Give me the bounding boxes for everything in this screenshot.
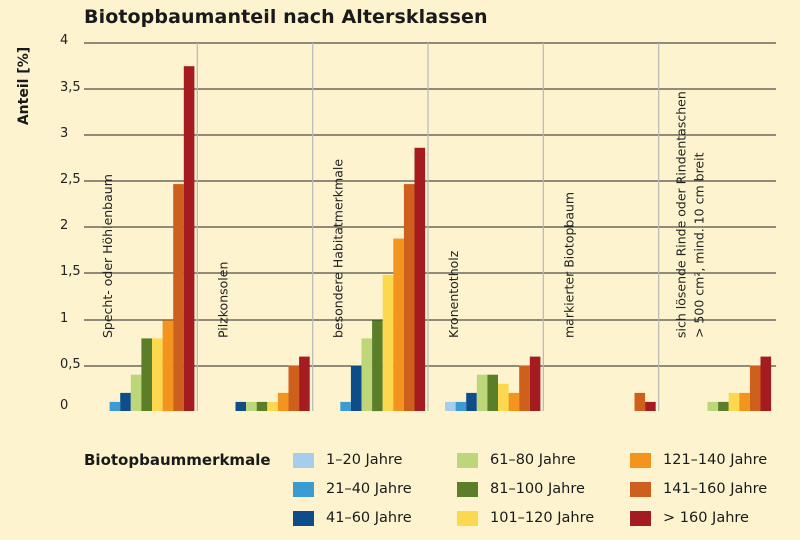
legend-item: 81–100 Jahre	[457, 481, 585, 497]
category-label: Pilzkonsolen	[215, 262, 230, 338]
category-label: Specht- oder Höhlenbaum	[100, 174, 115, 338]
bar	[414, 147, 426, 412]
bar	[760, 356, 772, 411]
bar	[403, 184, 415, 411]
bar	[393, 238, 404, 411]
legend-swatch	[293, 452, 314, 468]
bar	[634, 392, 646, 411]
category-label: Kronentotholz	[446, 250, 461, 338]
y-tick-label: 3	[60, 126, 68, 141]
bar	[372, 320, 383, 412]
bar	[141, 338, 152, 411]
bar	[288, 365, 300, 411]
y-tick-label: 1	[60, 311, 68, 326]
legend-label: 21–40 Jahre	[326, 481, 412, 497]
bar	[340, 401, 351, 411]
bar	[120, 392, 131, 411]
y-tick-label: 4	[60, 33, 68, 48]
category-label: besondere Habitatmerkmale	[331, 159, 346, 338]
legend-label: > 160 Jahre	[663, 510, 749, 526]
legend-swatch	[293, 510, 314, 526]
bar	[109, 401, 121, 411]
bar	[235, 401, 247, 411]
legend-swatch	[630, 510, 651, 526]
bar	[749, 365, 761, 411]
legend-label: 141–160 Jahre	[663, 481, 768, 497]
bar	[382, 274, 394, 411]
y-tick-label: 1,5	[60, 264, 81, 279]
legend-item: 141–160 Jahre	[630, 481, 767, 497]
legend-swatch	[457, 481, 478, 497]
bar	[183, 66, 195, 411]
bar	[466, 392, 477, 411]
category-label: > 500 cm², mind. 10 cm breit	[692, 152, 707, 338]
bar	[718, 401, 729, 411]
y-tick-label: 2	[60, 218, 68, 233]
legend-label: 101–120 Jahre	[490, 510, 595, 526]
bar	[508, 392, 520, 411]
bar	[728, 392, 740, 411]
bar	[361, 338, 373, 411]
bar	[162, 320, 174, 412]
bar	[350, 365, 362, 411]
bar	[645, 401, 656, 411]
legend-swatch	[630, 452, 651, 468]
bar	[529, 356, 541, 411]
bar	[707, 401, 719, 411]
y-tick-label: 0	[60, 398, 68, 413]
legend-title: Biotopbaummerkmale	[84, 451, 271, 469]
bar	[445, 401, 456, 411]
bar	[519, 365, 530, 411]
legend-item: 61–80 Jahre	[457, 452, 576, 468]
legend-item: 1–20 Jahre	[293, 452, 402, 468]
legend-label: 81–100 Jahre	[490, 481, 585, 497]
bar	[152, 338, 163, 411]
legend-item: 101–120 Jahre	[457, 510, 594, 526]
y-tick-label: 2,5	[60, 172, 81, 187]
legend-label: 1–20 Jahre	[326, 452, 403, 468]
legend-label: 121–140 Jahre	[663, 452, 768, 468]
y-tick-label: 3,5	[60, 80, 81, 95]
legend-item: 41–60 Jahre	[293, 510, 412, 526]
category-label: sich lösende Rinde oder Rindentaschen	[674, 91, 689, 338]
chart-title: Biotopbaumanteil nach Altersklassen	[84, 6, 488, 28]
bar	[487, 374, 498, 411]
bar	[476, 374, 488, 411]
legend-swatch	[457, 510, 478, 526]
legend-swatch	[457, 452, 478, 468]
y-tick-label: 0,5	[60, 357, 81, 372]
bar	[267, 401, 278, 411]
legend-item: > 160 Jahre	[630, 510, 749, 526]
bar	[173, 184, 184, 411]
legend-label: 61–80 Jahre	[490, 452, 576, 468]
legend-item: 21–40 Jahre	[293, 481, 412, 497]
bar	[130, 374, 142, 411]
bar	[498, 383, 509, 411]
bar	[256, 401, 268, 411]
bar	[277, 392, 289, 411]
category-label: markierter Biotopbaum	[561, 192, 576, 338]
bar	[246, 401, 257, 411]
chart-plot-area: 4 3,5 3 2,5 2 1,5 1 0,5 0 Specht- oder Höhlenbaum…	[60, 33, 776, 413]
bar	[455, 401, 467, 411]
bar	[299, 356, 310, 411]
legend-swatch	[630, 481, 651, 497]
legend-label: 41–60 Jahre	[326, 510, 412, 526]
bar	[739, 392, 750, 411]
legend-item: 121–140 Jahre	[630, 452, 767, 468]
legend-swatch	[293, 481, 314, 497]
